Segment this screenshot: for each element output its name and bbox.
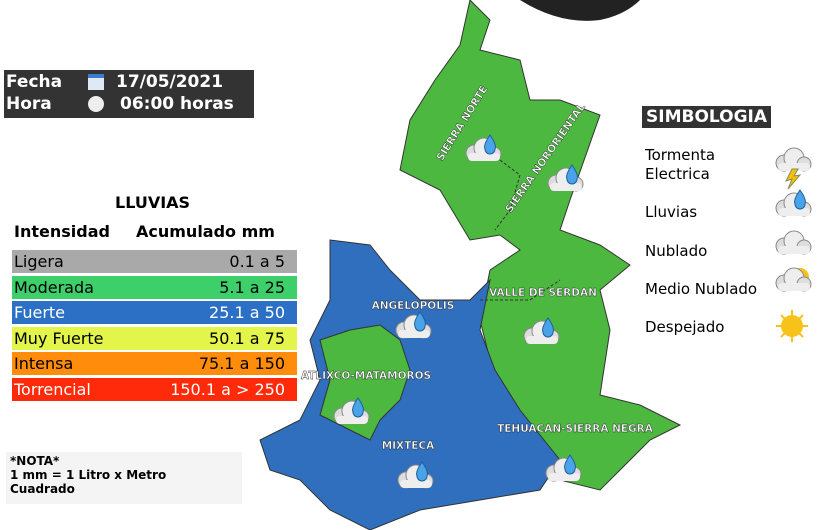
- region-label: MIXTECA: [382, 440, 435, 452]
- header-box: Fecha 17/05/2021 Hora 06:00 horas: [4, 70, 254, 118]
- table-title: LLUVIAS: [115, 193, 191, 212]
- intensity: Intensa: [14, 354, 74, 373]
- legend-icons: [775, 147, 812, 342]
- calendar-icon: [88, 74, 104, 90]
- region-green: [399, 0, 682, 491]
- legend-title: SIMBOLOGIA: [642, 106, 772, 128]
- range: 25.1 a 50: [209, 303, 285, 322]
- intensity: Torrencial: [14, 379, 91, 399]
- range: 75.1 a 150: [198, 354, 285, 373]
- legend-label: Medio Nublado: [645, 280, 758, 298]
- legend-label: Lluvias: [645, 203, 698, 221]
- region-label: TEHUACAN-SIERRA NEGRA: [497, 423, 654, 435]
- table-row: Muy Fuerte 50.1 a 75: [12, 326, 297, 350]
- table-row: Intensa 75.1 a 150: [12, 352, 297, 375]
- intensity: Ligera: [14, 252, 64, 271]
- table-row: Ligera 0.1 a 5: [12, 250, 297, 273]
- region-label: VALLE DE SERDAN: [489, 287, 597, 299]
- note-title: *NOTA*: [10, 454, 60, 468]
- range: 5.1 a 25: [219, 277, 285, 297]
- intensity: Muy Fuerte: [14, 328, 104, 348]
- top-shape: [520, 0, 640, 21]
- table-row: Fuerte 25.1 a 50: [12, 301, 297, 324]
- column-header: Intensidad: [14, 222, 110, 241]
- note-box: *NOTA* 1 mm = 1 Litro x Metro Cuadrado: [6, 452, 242, 504]
- date-label: Fecha: [6, 72, 63, 92]
- legend-label: Despejado: [645, 318, 725, 336]
- date: 17/05/2021: [116, 72, 224, 92]
- intensity: Moderada: [14, 277, 94, 297]
- clock-icon: [88, 96, 104, 112]
- note-text: 1 mm = 1 Litro x Metro Cuadrado: [10, 468, 167, 496]
- range: 50.1 a 75: [209, 328, 285, 348]
- column-header: Acumulado mm: [136, 222, 275, 241]
- region-blue: [259, 239, 561, 530]
- table-row: Moderada 5.1 a 25: [12, 275, 297, 299]
- legend-label: Tormenta Electrica: [645, 146, 716, 183]
- table-row: Torrencial 150.1 a > 250: [12, 377, 297, 401]
- time-label: Hora: [6, 94, 52, 114]
- region-label: ANGELOPOLIS: [372, 300, 455, 312]
- time: 06:00 horas: [120, 94, 234, 114]
- legend-label: Nublado: [645, 242, 708, 260]
- range: 0.1 a 5: [229, 252, 285, 271]
- region-label: ATLIXCO-MATAMOROS: [301, 370, 431, 382]
- range: 150.1 a > 250: [170, 379, 285, 399]
- intensity: Fuerte: [14, 303, 66, 322]
